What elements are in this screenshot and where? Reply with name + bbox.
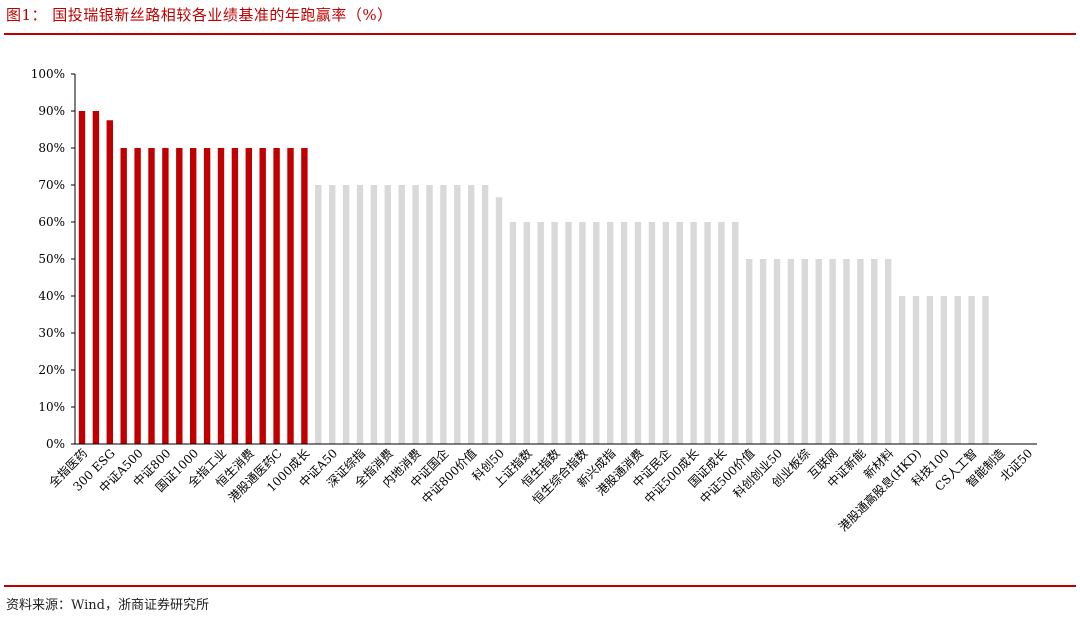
bar [551, 222, 558, 444]
y-tick-label: 20% [38, 363, 65, 377]
bar [829, 259, 836, 444]
bar [662, 222, 669, 444]
y-tick-label: 80% [38, 141, 65, 155]
figure-title: 图1： 国投瑞银新丝路相较各业绩基准的年跑赢率（%） [6, 6, 393, 24]
bar [203, 148, 211, 444]
bar [746, 259, 753, 444]
bar [648, 222, 656, 444]
bar [801, 259, 808, 444]
bar [454, 185, 461, 444]
bar [940, 296, 947, 444]
bar [871, 259, 878, 444]
bar [954, 296, 961, 444]
bar [176, 148, 183, 444]
bar [190, 148, 197, 444]
bar [120, 148, 127, 444]
bar [579, 222, 586, 444]
bar-chart: 0%10%20%30%40%50%60%70%80%90%100%全指医药300… [31, 67, 1037, 534]
bar [898, 296, 906, 444]
bar [523, 222, 530, 444]
bar [690, 222, 697, 444]
bar [773, 259, 781, 444]
bar [537, 222, 544, 444]
bar [982, 296, 989, 444]
bar [620, 222, 628, 444]
bar [912, 296, 920, 444]
bar [815, 259, 822, 444]
bar [342, 185, 350, 444]
source-note: 资料来源：Wind，浙商证券研究所 [6, 598, 209, 613]
bar [857, 259, 864, 444]
bar [273, 148, 280, 444]
bar [634, 222, 642, 444]
bar [384, 185, 391, 444]
bar [412, 185, 419, 444]
bar [259, 148, 266, 444]
bar [301, 148, 308, 444]
y-tick-label: 10% [38, 400, 65, 414]
bar [231, 148, 239, 444]
bar [704, 222, 711, 444]
bar [329, 185, 336, 444]
bar [426, 185, 433, 444]
bar [468, 185, 475, 444]
y-tick-label: 70% [38, 178, 65, 192]
bar [676, 222, 683, 444]
bar [759, 259, 767, 444]
bar [370, 185, 378, 444]
bar [217, 148, 225, 444]
bar [134, 148, 141, 444]
bar [718, 222, 725, 444]
y-tick-label: 100% [31, 67, 65, 81]
bar [162, 148, 169, 444]
bar [732, 222, 739, 444]
bar [926, 296, 934, 444]
bar [495, 197, 503, 444]
bar [565, 222, 572, 444]
bar [148, 148, 155, 444]
bar [607, 222, 614, 444]
bar [885, 259, 892, 444]
y-tick-label: 0% [46, 437, 65, 451]
bar [356, 185, 364, 444]
title-rule [4, 33, 1076, 35]
bar [245, 148, 252, 444]
bar [843, 259, 850, 444]
bar [78, 111, 86, 444]
y-tick-label: 60% [38, 215, 65, 229]
source-rule [4, 585, 1076, 587]
x-tick-label: 北证50 [998, 446, 1036, 484]
bar [481, 185, 489, 444]
y-tick-label: 50% [38, 252, 65, 266]
bar [315, 185, 322, 444]
bar [787, 259, 795, 444]
bar [398, 185, 405, 444]
bar [106, 120, 113, 444]
bar [287, 148, 294, 444]
y-tick-label: 90% [38, 104, 65, 118]
bar [440, 185, 447, 444]
bar [92, 111, 100, 444]
bar [968, 296, 975, 444]
bar [509, 222, 517, 444]
bar [593, 222, 600, 444]
y-tick-label: 30% [38, 326, 65, 340]
y-tick-label: 40% [38, 289, 65, 303]
